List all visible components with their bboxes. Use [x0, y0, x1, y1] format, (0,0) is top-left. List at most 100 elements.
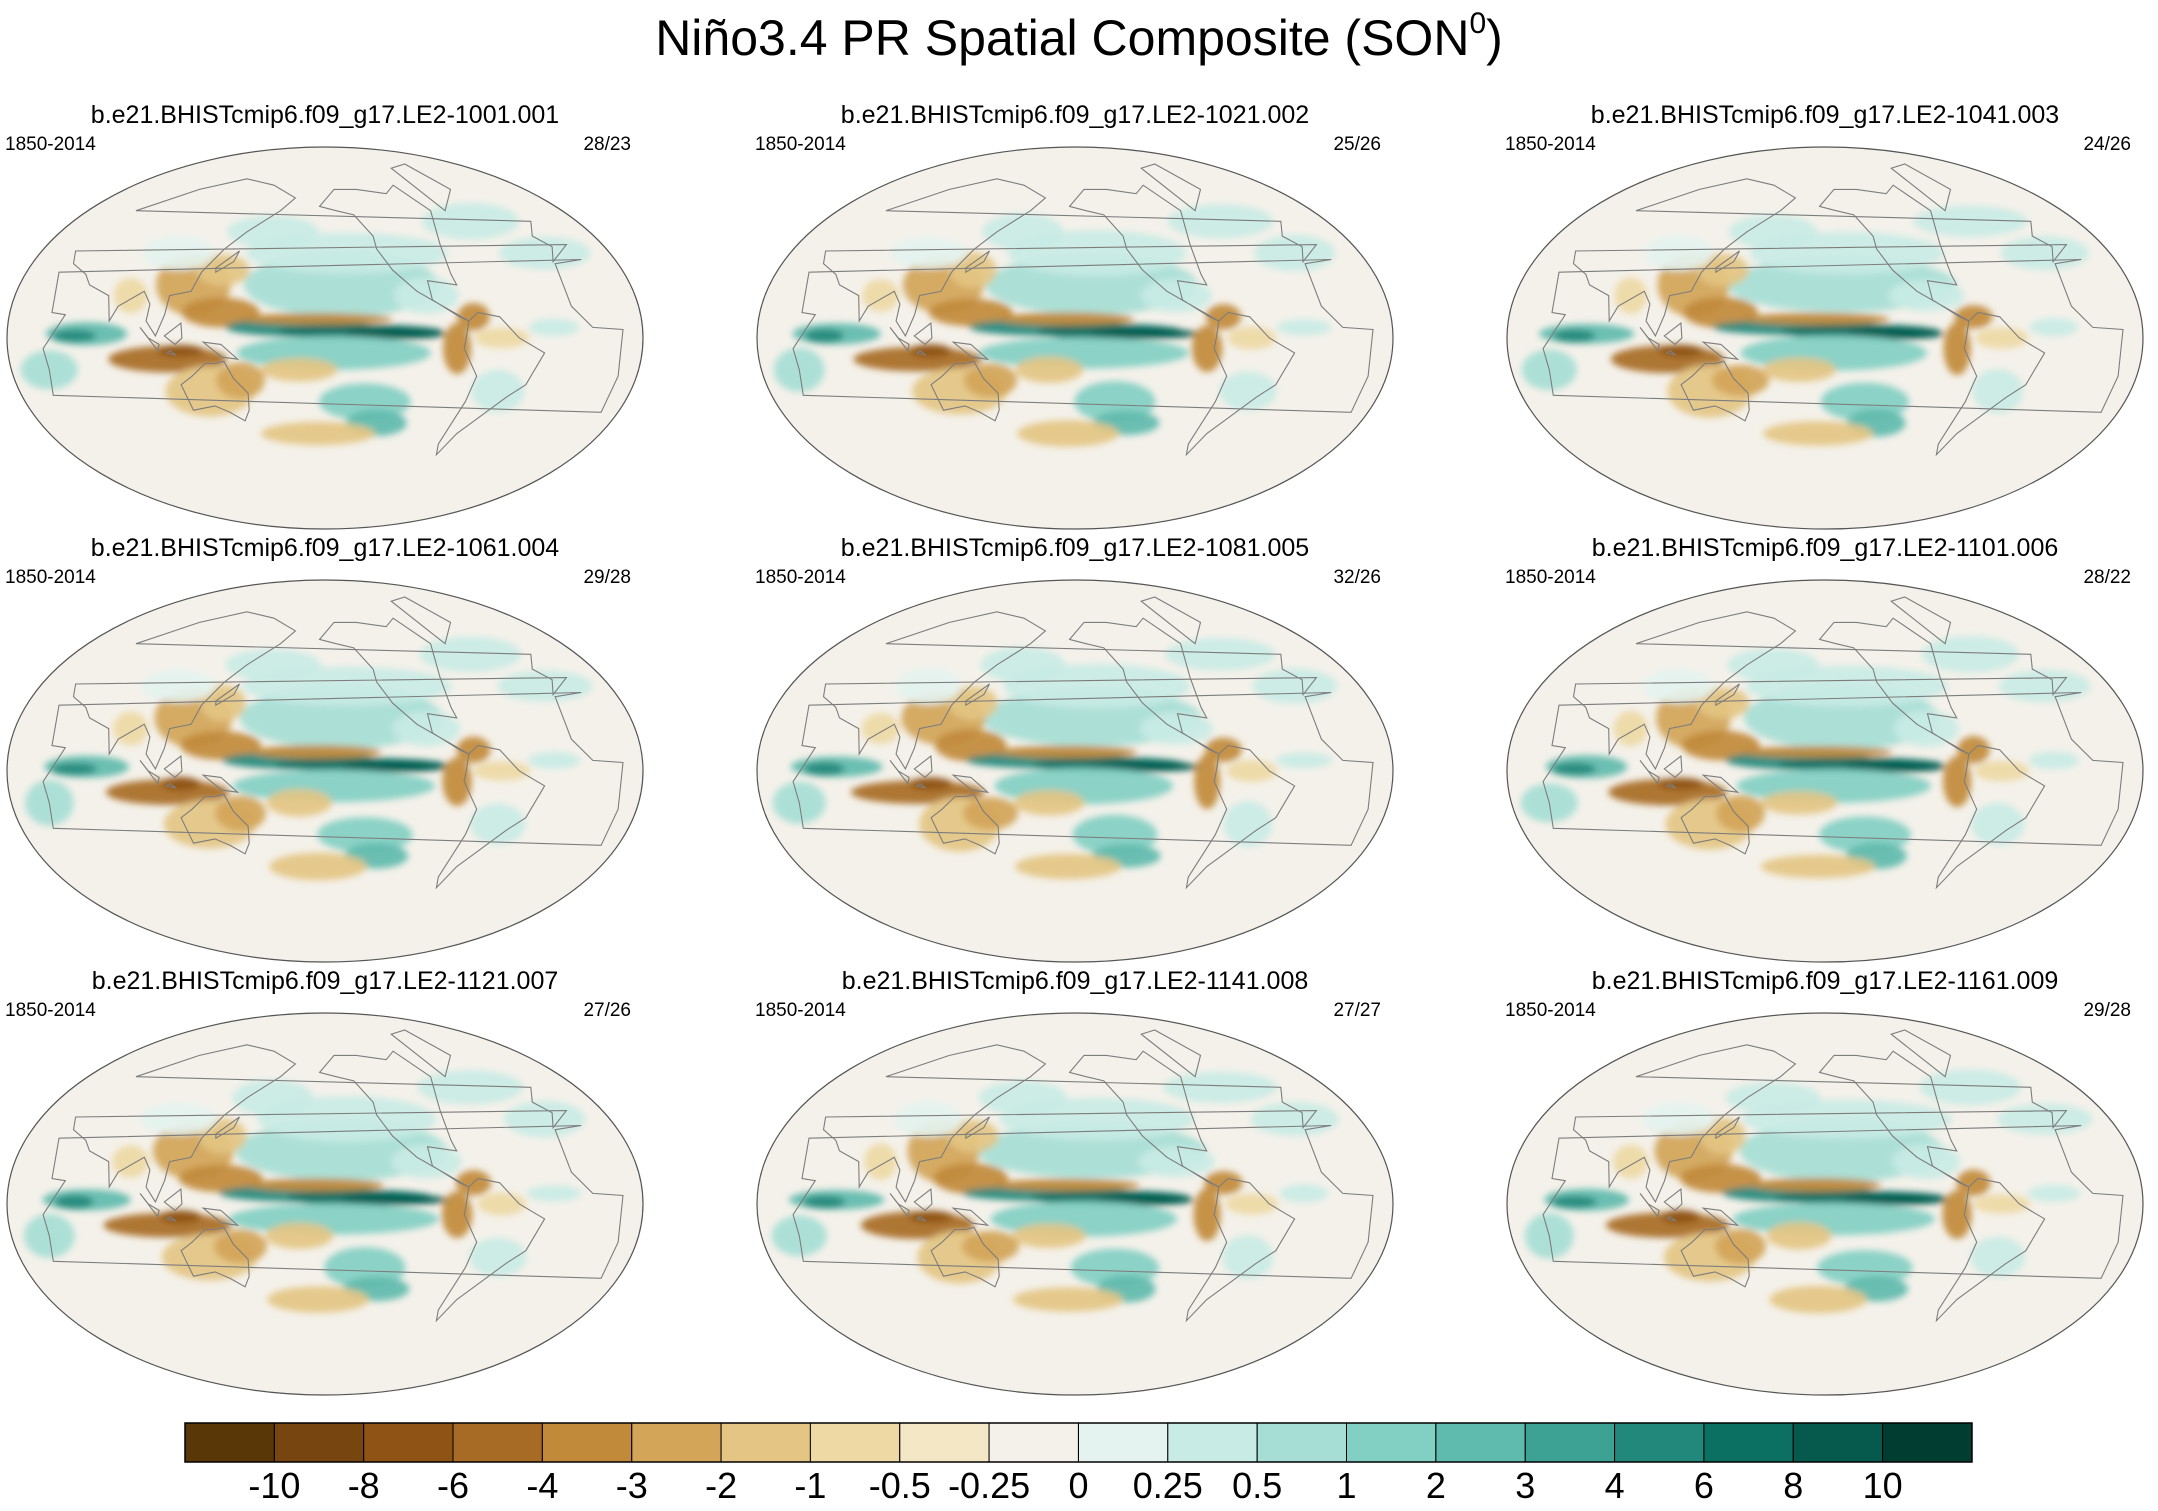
- anomaly-region: [861, 713, 900, 745]
- anomaly-region: [1657, 777, 1704, 790]
- anomaly-region: [526, 1185, 582, 1202]
- anomaly-region: [528, 318, 580, 337]
- colorbar-tick-label: -8: [348, 1465, 380, 1506]
- anomaly-region: [1942, 1190, 1972, 1239]
- map-panel: b.e21.BHISTcmip6.f09_g17.LE2-1021.002 185…: [755, 100, 1395, 530]
- coastline: [792, 258, 1374, 413]
- anomaly-region: [964, 363, 1017, 398]
- coastline: [1068, 184, 1220, 322]
- map-border: [756, 579, 1394, 963]
- coastline: [822, 178, 1318, 338]
- colorbar-swatch: [899, 1422, 990, 1463]
- coastline: [822, 611, 1318, 771]
- coastline: [1701, 1207, 1740, 1226]
- coastline: [1665, 1216, 1677, 1222]
- coastline: [435, 744, 546, 890]
- anomaly-region: [864, 1143, 897, 1180]
- anomaly-region: [527, 751, 581, 769]
- figure-title-suffix: ): [1486, 10, 1503, 66]
- coastline: [951, 774, 990, 793]
- coastline: [1890, 596, 1952, 645]
- panel-years: 1850-2014: [1505, 134, 1596, 155]
- anomaly-region: [1739, 746, 1893, 758]
- colorbar-swatch: [809, 1422, 901, 1463]
- anomaly-region: [421, 203, 520, 240]
- anomaly-region: [947, 1119, 999, 1153]
- anomaly-region: [248, 1178, 384, 1192]
- coastline: [1665, 350, 1677, 356]
- anomaly-region: [392, 710, 461, 747]
- colorbar-tick-label: -4: [526, 1465, 558, 1506]
- coastline: [889, 327, 910, 352]
- anomaly-region: [1553, 329, 1596, 343]
- anomaly-region: [473, 761, 531, 781]
- colorbar-swatch: [273, 1422, 365, 1463]
- colorbar-swatch: [541, 1422, 633, 1463]
- anomaly-region: [980, 647, 1066, 683]
- anomaly-region: [1760, 854, 1876, 879]
- colorbar-tick-label: 0: [1068, 1465, 1088, 1506]
- anomaly-region: [261, 358, 338, 382]
- anomaly-region: [265, 1222, 334, 1249]
- map-border: [6, 579, 644, 963]
- map-border: [756, 1012, 1394, 1396]
- anomaly-region: [1727, 648, 1819, 682]
- anomaly-region: [1012, 1223, 1086, 1248]
- colorbar-tick-label: 6: [1694, 1465, 1714, 1506]
- coastline: [915, 1216, 927, 1222]
- anomaly-region: [52, 329, 97, 342]
- coastline: [1140, 163, 1202, 212]
- coastline: [180, 360, 250, 422]
- anomaly-region: [1921, 636, 2020, 673]
- anomaly-region: [1842, 1194, 1949, 1206]
- anomaly-region: [804, 329, 844, 343]
- anomaly-region: [1013, 1287, 1124, 1312]
- panel-counts: 28/22: [2083, 567, 2131, 588]
- panel-years: 1850-2014: [755, 567, 846, 588]
- anomaly-region: [469, 1237, 527, 1277]
- anomaly-region: [216, 362, 265, 399]
- anomaly-region: [948, 686, 998, 721]
- anomaly-region: [269, 852, 367, 881]
- coastline: [165, 350, 177, 356]
- panel-title: b.e21.BHISTcmip6.f09_g17.LE2-1021.002: [840, 101, 1310, 129]
- anomaly-region: [908, 1210, 953, 1223]
- coastline: [139, 1193, 160, 1218]
- coastline: [72, 178, 568, 338]
- coastline: [1542, 691, 2124, 846]
- panel-years: 1850-2014: [5, 134, 96, 155]
- anomaly-region: [2027, 1184, 2081, 1202]
- anomaly-region: [1680, 1164, 1762, 1193]
- coastline: [1663, 755, 1683, 779]
- anomaly-region: [1761, 791, 1838, 815]
- coastline: [201, 1207, 240, 1226]
- anomaly-region: [894, 1101, 963, 1137]
- anomaly-region: [239, 313, 393, 325]
- anomaly-region: [498, 236, 591, 270]
- anomaly-region: [909, 777, 952, 791]
- anomaly-region: [225, 649, 321, 681]
- anomaly-region: [910, 344, 952, 358]
- coastline: [1935, 311, 2046, 457]
- panel-years: 1850-2014: [755, 1000, 846, 1021]
- map-panel: b.e21.BHISTcmip6.f09_g17.LE2-1081.005 185…: [755, 533, 1395, 963]
- colorbar-swatch: [184, 1422, 275, 1463]
- anomaly-region: [1725, 1082, 1821, 1114]
- map-panel: b.e21.BHISTcmip6.f09_g17.LE2-1121.007 185…: [5, 966, 645, 1396]
- anomaly-region: [1275, 752, 1333, 769]
- anomaly-region: [113, 711, 149, 746]
- anomaly-region: [1163, 1071, 1278, 1103]
- coastline: [1663, 1188, 1683, 1212]
- anomaly-region: [1551, 1196, 1598, 1208]
- colorbar-swatch: [631, 1422, 722, 1463]
- anomaly-region: [140, 1103, 217, 1135]
- anomaly-region: [232, 769, 435, 803]
- colorbar-tick-label: -2: [705, 1465, 737, 1506]
- anomaly-region: [978, 337, 1189, 369]
- coastline: [1140, 1029, 1202, 1078]
- anomaly-region: [1141, 278, 1212, 313]
- map-border: [756, 146, 1394, 530]
- anomaly-region: [1017, 420, 1119, 447]
- panel-counts: 25/26: [1333, 134, 1381, 155]
- anomaly-region: [251, 745, 382, 759]
